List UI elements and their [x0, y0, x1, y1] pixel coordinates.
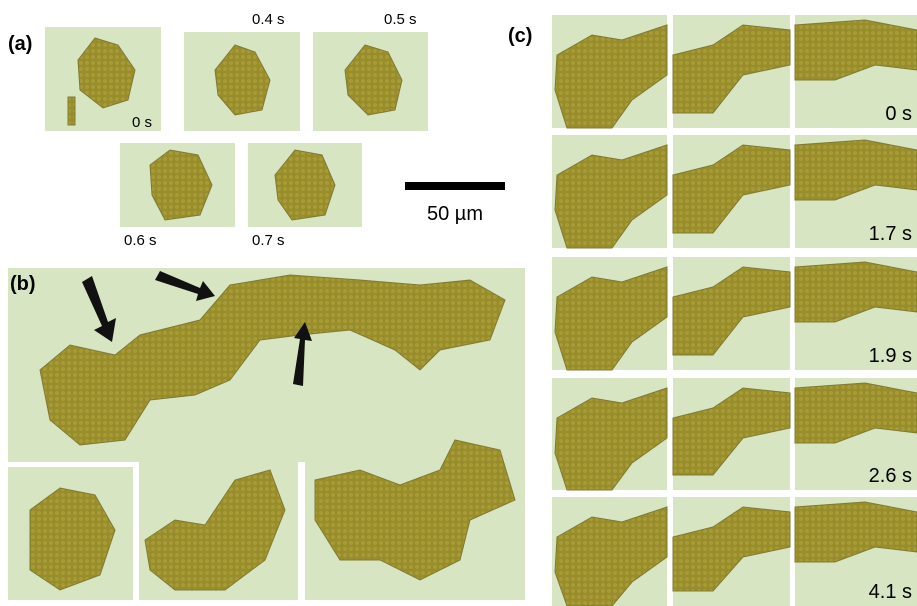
panel-label: (c): [508, 25, 532, 47]
cluster: [274, 149, 336, 221]
scale-bar: [405, 182, 505, 190]
panel-label: (b): [10, 273, 36, 295]
arrow: [155, 271, 215, 301]
panel-c: (c) 0 s 1.7 s 1.9 s 2.6 s 4.1 s: [508, 15, 917, 606]
cluster: [554, 387, 668, 491]
cluster: [554, 266, 668, 371]
time-label: 0.5 s: [384, 11, 417, 28]
cluster: [214, 44, 271, 116]
time-label: 4.1 s: [869, 581, 912, 603]
time-label: 0.7 s: [252, 232, 285, 249]
cluster: [554, 24, 668, 129]
cluster: [344, 44, 403, 116]
time-label: 0.4 s: [252, 11, 285, 28]
cluster: [794, 261, 917, 323]
cluster: [77, 37, 136, 109]
cluster: [554, 506, 668, 606]
cluster: [67, 96, 76, 126]
cluster: [794, 501, 917, 563]
time-label: 1.7 s: [869, 223, 912, 245]
time-label: 0 s: [132, 114, 152, 131]
cluster: [672, 266, 791, 356]
time-label: 1.9 s: [869, 345, 912, 367]
cluster: [554, 144, 668, 249]
panel-a: (a) 0 s 0.4 s 0.5 s 0.6 s 0.7 s: [8, 11, 428, 249]
panel-b: (b): [0, 268, 530, 600]
cluster: [672, 144, 791, 234]
cluster: [672, 24, 791, 114]
cluster: [672, 387, 791, 476]
arrow: [82, 276, 116, 342]
cluster: [794, 382, 917, 444]
time-label: 2.6 s: [869, 465, 912, 487]
cluster: [29, 487, 116, 591]
cluster: [794, 139, 917, 201]
time-label: 0 s: [885, 103, 912, 125]
cluster: [672, 506, 791, 592]
cluster: [144, 469, 286, 591]
panel-label: (a): [8, 33, 32, 55]
cluster: [794, 19, 917, 81]
cluster: [39, 274, 506, 446]
cluster: [149, 149, 213, 221]
time-label: 0.6 s: [124, 232, 157, 249]
cluster: [314, 439, 516, 581]
arrow: [293, 322, 312, 386]
scale-label: 50 µm: [427, 203, 483, 225]
